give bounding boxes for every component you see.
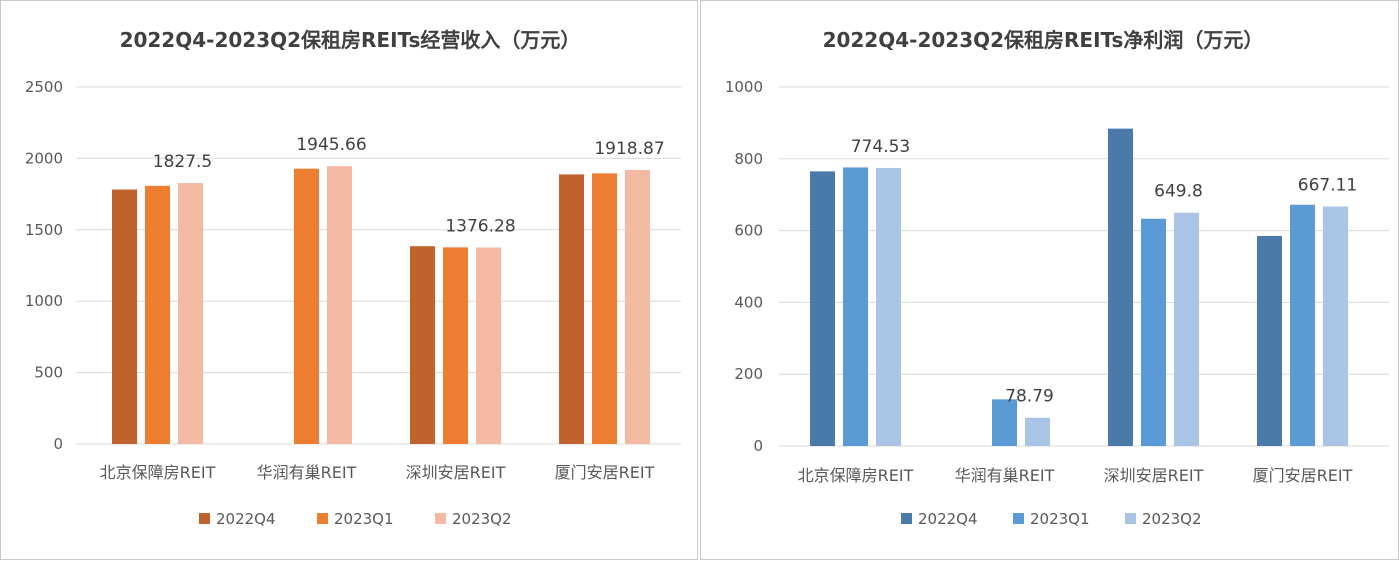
bar — [476, 247, 501, 444]
bar — [992, 399, 1017, 446]
data-label: 667.11 — [1298, 176, 1357, 196]
x-category-label: 深圳安居REIT — [1104, 466, 1204, 485]
bar — [1290, 204, 1315, 446]
bar — [876, 167, 901, 446]
bar — [1108, 128, 1133, 447]
bar — [592, 173, 617, 445]
data-label: 649.8 — [1154, 182, 1203, 202]
legend-label: 2022Q4 — [216, 510, 276, 528]
y-tick-label: 2500 — [25, 78, 63, 96]
legend-swatch — [435, 513, 446, 524]
revenue-chart: 2022Q4-2023Q2保租房REITs经营收入（万元） 0 500 1000 15… — [25, 28, 681, 528]
legend-swatch — [1125, 513, 1136, 524]
revenue-chart-panel: 2022Q4-2023Q2保租房REITs经营收入（万元） 0 500 1000 15… — [0, 0, 698, 560]
y-tick-label: 500 — [34, 364, 63, 382]
data-label: 1376.28 — [445, 216, 515, 236]
data-label: 1827.5 — [153, 152, 212, 172]
bar — [1141, 218, 1166, 446]
y-tick-label: 1500 — [25, 221, 63, 239]
bar — [327, 166, 352, 444]
data-label: 774.53 — [851, 137, 910, 157]
chart-title: 2022Q4-2023Q2保租房REITs净利润（万元） — [823, 28, 1264, 52]
net-profit-chart-panel: 2022Q4-2023Q2保租房REITs净利润（万元） 0 200 400 600 8… — [700, 0, 1399, 560]
data-label: 78.79 — [1005, 387, 1054, 407]
bar — [1257, 235, 1282, 446]
bar — [443, 247, 468, 444]
x-category-label: 北京保障房REIT — [100, 463, 216, 482]
legend-label: 2022Q4 — [918, 510, 978, 528]
bar — [410, 246, 435, 444]
bar — [1025, 417, 1050, 446]
bar — [559, 174, 584, 444]
legend-label: 2023Q2 — [452, 510, 512, 528]
y-tick-label: 0 — [753, 437, 763, 455]
data-label: 1918.87 — [594, 139, 664, 159]
bar — [145, 185, 170, 444]
bar — [810, 171, 835, 447]
x-category-label: 北京保障房REIT — [798, 466, 914, 485]
legend-swatch — [1013, 513, 1024, 524]
y-tick-label: 200 — [734, 365, 763, 383]
legend-label: 2023Q1 — [334, 510, 394, 528]
chart-title: 2022Q4-2023Q2保租房REITs经营收入（万元） — [120, 28, 581, 52]
y-tick-label: 1000 — [725, 78, 763, 96]
legend-swatch — [901, 513, 912, 524]
bar — [625, 169, 650, 445]
legend-swatch — [199, 513, 210, 524]
bar — [294, 168, 319, 445]
data-label: 1945.66 — [296, 135, 366, 155]
y-tick-label: 0 — [53, 435, 63, 453]
x-category-label: 华润有巢REIT — [257, 463, 357, 482]
x-category-label: 厦门安居REIT — [555, 463, 655, 482]
bar — [112, 189, 137, 444]
bar — [178, 183, 203, 444]
y-tick-label: 1000 — [25, 292, 63, 310]
legend-swatch — [317, 513, 328, 524]
y-tick-label: 400 — [734, 293, 763, 311]
x-category-label: 华润有巢REIT — [955, 466, 1055, 485]
x-category-label: 深圳安居REIT — [406, 463, 506, 482]
y-tick-label: 600 — [734, 222, 763, 240]
legend-label: 2023Q1 — [1030, 510, 1090, 528]
net-profit-chart: 2022Q4-2023Q2保租房REITs净利润（万元） 0 200 400 600 8… — [725, 28, 1389, 528]
y-tick-label: 800 — [734, 150, 763, 168]
x-category-label: 厦门安居REIT — [1253, 466, 1353, 485]
bar — [843, 167, 868, 446]
y-tick-label: 2000 — [25, 149, 63, 167]
legend-label: 2023Q2 — [1142, 510, 1202, 528]
bar — [1174, 212, 1199, 446]
bar — [1323, 206, 1348, 446]
